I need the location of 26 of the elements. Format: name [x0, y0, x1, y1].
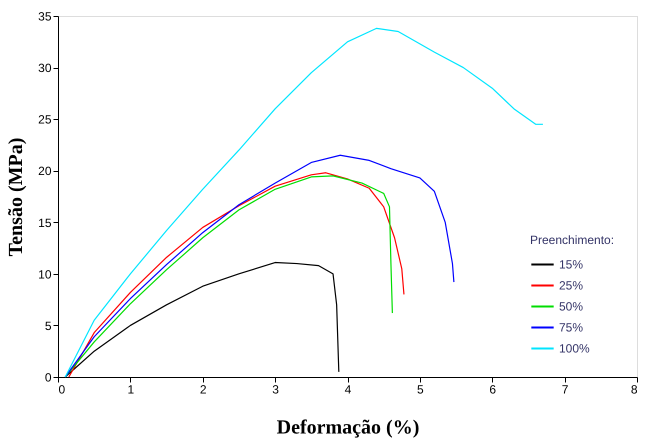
x-tick-label: 2	[200, 382, 207, 396]
legend-label: 25%	[559, 278, 584, 292]
y-tick-label: 15	[38, 216, 52, 230]
x-tick-label: 0	[58, 382, 66, 396]
y-tick-label: 5	[44, 318, 52, 333]
x-tick-label: 6	[489, 382, 496, 396]
line-series	[64, 154, 454, 378]
legend-label: 100%	[559, 342, 590, 356]
x-tick-label: 5	[417, 382, 424, 396]
x-tick-label: 3	[272, 382, 280, 396]
y-tick-label: 35	[38, 10, 52, 24]
x-tick-label: 7	[562, 382, 569, 396]
y-axis-title: Tensão (MPa)	[5, 138, 28, 256]
legend-label: 75%	[559, 320, 584, 334]
legend-title: Preenchimento:	[530, 233, 614, 247]
y-tick-label: 10	[38, 267, 52, 282]
y-tick-label: 30	[38, 61, 52, 76]
x-tick-label: 4	[344, 382, 352, 396]
legend-label: 15%	[559, 258, 584, 272]
x-tick-label: 1	[128, 382, 135, 396]
y-tick-label: 25	[38, 112, 52, 127]
y-tick-label: 20	[38, 164, 52, 178]
x-tick-label: 8	[630, 382, 638, 396]
legend-label: 50%	[559, 300, 584, 314]
y-tick-label: 0	[44, 370, 52, 384]
x-axis-title: Deformação (%)	[276, 416, 420, 438]
